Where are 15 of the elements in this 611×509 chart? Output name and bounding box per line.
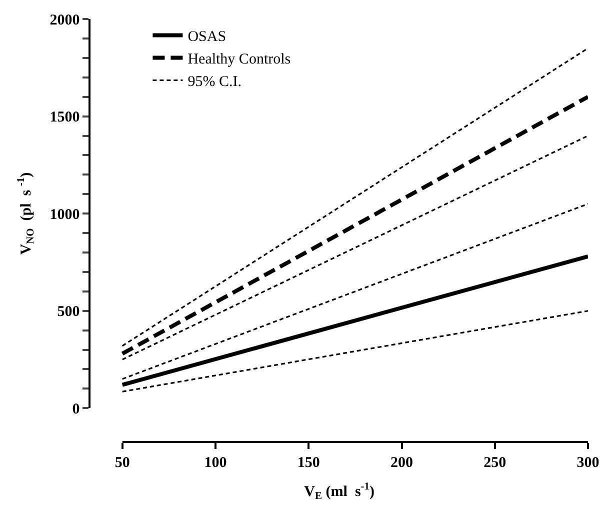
y-tick-label: 2000	[50, 12, 80, 28]
x-tick-label: 300	[576, 455, 600, 471]
x-tick-label: 250	[484, 455, 506, 471]
y-tick-label: 1500	[50, 110, 80, 126]
x-tick-label: 150	[297, 455, 320, 471]
x-tick-label: 50	[114, 455, 130, 471]
x-axis-title: V$_{E}$ (ml s$^{-1}$)	[304, 482, 375, 502]
y-tick-label: 500	[57, 304, 80, 320]
legend-label: 95% C.I.	[188, 74, 242, 90]
y-tick-label: 0	[72, 401, 80, 418]
y-tick-label: 1000	[50, 206, 80, 223]
legend-label: OSAS	[188, 29, 226, 46]
legend-label: Healthy Controls	[188, 52, 291, 68]
x-tick-label: 200	[390, 455, 413, 471]
x-tick-label: 100	[204, 455, 227, 471]
